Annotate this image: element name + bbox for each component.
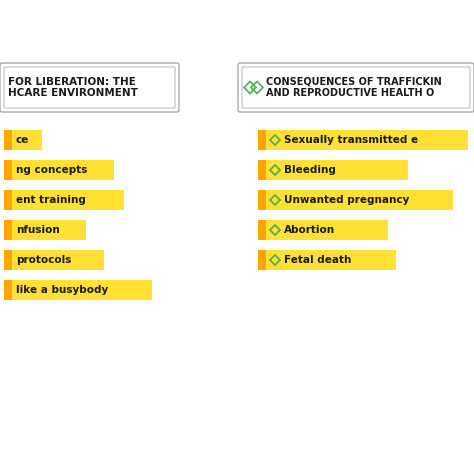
- Bar: [4, 250, 12, 270]
- Bar: [4, 190, 12, 210]
- Bar: [4, 280, 12, 300]
- Bar: [266, 220, 388, 240]
- Text: Bleeding: Bleeding: [284, 165, 336, 175]
- Text: Sexually transmitted e: Sexually transmitted e: [284, 135, 418, 145]
- Text: nfusion: nfusion: [16, 225, 60, 235]
- Text: like a busybody: like a busybody: [16, 285, 108, 295]
- Bar: [12, 250, 104, 270]
- Text: ce: ce: [16, 135, 29, 145]
- Bar: [12, 160, 114, 180]
- Bar: [258, 160, 266, 180]
- Text: protocols: protocols: [16, 255, 72, 265]
- Bar: [4, 130, 12, 150]
- Bar: [258, 250, 266, 270]
- Text: FOR LIBERATION: THE
HCARE ENVIRONMENT: FOR LIBERATION: THE HCARE ENVIRONMENT: [8, 77, 138, 98]
- Text: ent training: ent training: [16, 195, 86, 205]
- FancyBboxPatch shape: [0, 63, 179, 112]
- Text: ng concepts: ng concepts: [16, 165, 87, 175]
- Bar: [258, 130, 266, 150]
- Text: Abortion: Abortion: [284, 225, 335, 235]
- Bar: [266, 250, 396, 270]
- Bar: [258, 190, 266, 210]
- Bar: [266, 130, 468, 150]
- Bar: [12, 130, 42, 150]
- Bar: [266, 160, 408, 180]
- Text: CONSEQUENCES OF TRAFFICKIN
AND REPRODUCTIVE HEALTH O: CONSEQUENCES OF TRAFFICKIN AND REPRODUCT…: [266, 77, 442, 98]
- FancyBboxPatch shape: [238, 63, 474, 112]
- Bar: [258, 220, 266, 240]
- Bar: [266, 190, 453, 210]
- Text: Unwanted pregnancy: Unwanted pregnancy: [284, 195, 410, 205]
- Bar: [12, 190, 124, 210]
- Bar: [12, 220, 86, 240]
- Text: Fetal death: Fetal death: [284, 255, 351, 265]
- Bar: [4, 160, 12, 180]
- Bar: [4, 220, 12, 240]
- Bar: [12, 280, 152, 300]
